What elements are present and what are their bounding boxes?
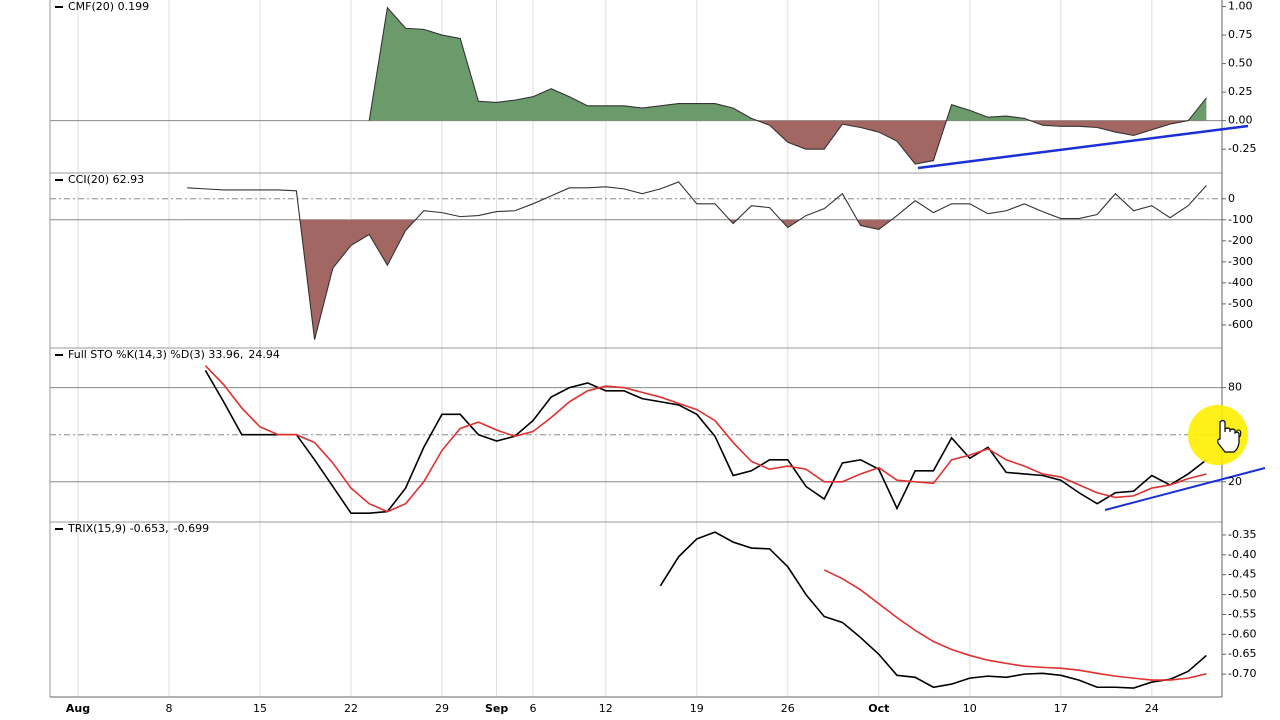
x-tick-label: 19 xyxy=(690,702,704,715)
y-tick-label: -0.35 xyxy=(1228,528,1256,541)
y-tick-label: -100 xyxy=(1228,213,1253,226)
y-tick-label: 80 xyxy=(1228,381,1242,394)
legend-label: TRIX(15,9) -0.653, xyxy=(67,522,169,535)
y-tick-label: -0.45 xyxy=(1228,568,1256,581)
trend-line xyxy=(917,124,1249,170)
series-line xyxy=(187,181,1207,340)
x-tick-label: 6 xyxy=(530,702,537,715)
plot-layer xyxy=(187,6,1207,689)
legend-label: -0.699 xyxy=(174,522,209,535)
series-line xyxy=(368,6,1207,165)
y-tick-label: 0.25 xyxy=(1228,85,1253,98)
y-tick-label: -300 xyxy=(1228,255,1253,268)
y-tick-label: -0.55 xyxy=(1228,607,1256,620)
legend-marker xyxy=(55,354,63,356)
y-tick-label: -0.65 xyxy=(1228,647,1256,660)
x-tick-label: 10 xyxy=(963,702,977,715)
x-tick-label: 24 xyxy=(1145,702,1159,715)
legend-label: CCI(20) 62.93 xyxy=(68,173,144,186)
area-fill xyxy=(369,7,1207,121)
y-tick-label: -0.60 xyxy=(1228,627,1256,640)
legend-marker xyxy=(55,179,63,181)
legend-label: 24.94 xyxy=(248,348,280,361)
y-tick-label: -200 xyxy=(1228,234,1253,247)
series-line xyxy=(204,369,1207,514)
label-layer: Aug 8 15 22 29 Sep 6 12 19 26 Oct 10 17 24 1.00 0.75 0.5… xyxy=(55,0,1256,715)
y-tick-label: 0 xyxy=(1228,192,1235,205)
series-line xyxy=(823,569,1207,681)
y-tick-label: 0.50 xyxy=(1228,57,1253,70)
series-line xyxy=(204,365,1207,513)
y-tick-label: -0.50 xyxy=(1228,588,1256,601)
trend-line xyxy=(1104,467,1266,511)
hand-cursor xyxy=(1217,419,1240,453)
legend-label: Full STO %K(14,3) %D(3) 33.96, xyxy=(68,348,243,361)
series-line xyxy=(659,531,1207,689)
x-tick-label: 22 xyxy=(344,702,358,715)
y-tick-label: -400 xyxy=(1228,276,1253,289)
x-tick-label: 8 xyxy=(166,702,173,715)
y-tick-label: 20 xyxy=(1228,475,1242,488)
y-tick-label: -0.40 xyxy=(1228,548,1256,561)
x-tick-label: 26 xyxy=(781,702,795,715)
y-tick-label: -0.70 xyxy=(1228,667,1256,680)
legend-marker xyxy=(55,6,63,8)
x-tick-label: 17 xyxy=(1054,702,1068,715)
x-tick-label: 29 xyxy=(435,702,449,715)
area-fill xyxy=(299,219,892,340)
legend-marker xyxy=(55,528,63,530)
y-tick-label: -500 xyxy=(1228,297,1253,310)
x-tick-label: 12 xyxy=(599,702,613,715)
x-tick-label: 15 xyxy=(253,702,267,715)
y-tick-label: 1.00 xyxy=(1228,0,1253,13)
y-tick-label: -600 xyxy=(1228,318,1253,331)
legend-label: CMF(20) 0.199 xyxy=(68,0,149,13)
x-tick-label: Aug xyxy=(66,702,90,715)
x-tick-label: Sep xyxy=(485,702,508,715)
y-tick-label: 0.00 xyxy=(1228,114,1253,127)
y-tick-label: -0.25 xyxy=(1228,142,1256,155)
y-tick-label: 0.75 xyxy=(1228,28,1253,41)
x-tick-label: Oct xyxy=(868,702,889,715)
